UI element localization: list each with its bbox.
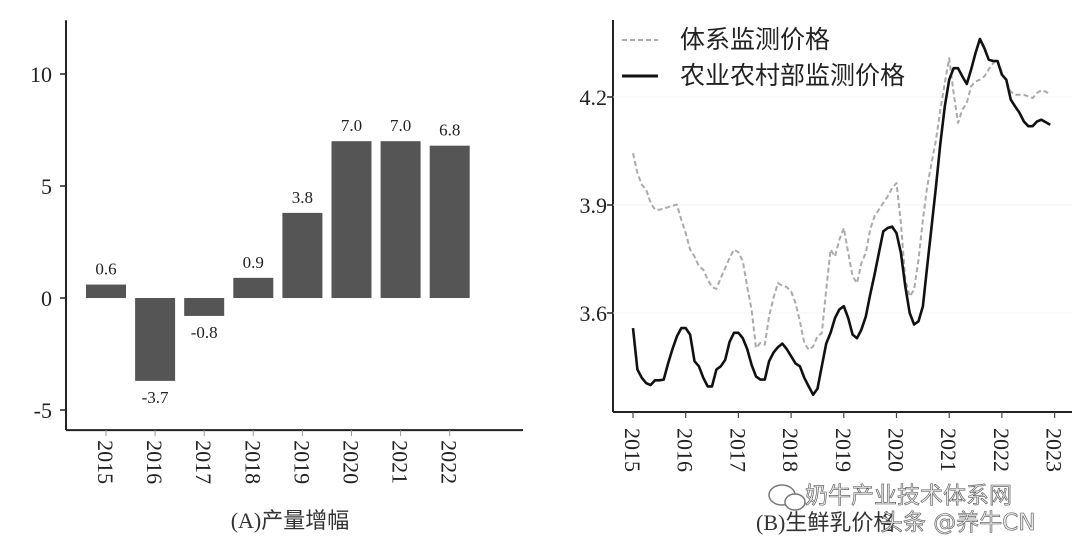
legend-label-1: 体系监测价格 (680, 25, 830, 54)
bar-2019 (282, 212, 323, 298)
x-tick-label: 2022 (437, 440, 462, 484)
bar-2020 (331, 141, 372, 298)
data-label: 0.6 (95, 260, 116, 279)
y-tick-label: 4.2 (580, 85, 608, 110)
y-tick-label: 10 (30, 62, 52, 87)
x-tick-label: 2015 (620, 428, 645, 472)
x-tick-label: 2021 (388, 440, 413, 484)
x-tick-label: 2019 (289, 440, 314, 484)
y-tick-label: 0 (41, 286, 52, 311)
x-tick-label: 2016 (142, 440, 167, 484)
x-tick-label: 2018 (240, 440, 265, 484)
data-label: 6.8 (439, 121, 460, 140)
bar-2022 (429, 145, 470, 298)
y-tick-label: 3.6 (580, 301, 608, 326)
x-tick-label: 2015 (93, 440, 118, 484)
panel-a-bar-chart: -5 0 5 10 0.6 2015 -3.7 2016 -0.8 2017 0.9 2018 3.8 2… (30, 20, 523, 533)
caption: (A)产量增幅 (231, 508, 350, 533)
x-tick-label: 2023 (1042, 428, 1067, 472)
data-label: 7.0 (341, 116, 362, 135)
bar-2021 (380, 141, 421, 298)
watermark-line2: 头条 @养牛CN (880, 510, 1036, 536)
data-label: -3.7 (142, 388, 169, 407)
watermark-line1: 奶牛产业技术体系网 (805, 483, 1012, 509)
wechat-icon (768, 484, 806, 511)
series-line-1 (632, 57, 1051, 351)
x-tick-label: 2016 (673, 428, 698, 472)
data-label: 7.0 (390, 116, 411, 135)
panel-b-line-chart: 3.6 3.9 4.2 2015 2016 2017 2018 2019 2020 2021 202… (580, 20, 1072, 535)
y-tick-label: -5 (34, 398, 52, 423)
x-tick-label: 2020 (339, 440, 364, 484)
x-tick-label: 2021 (936, 428, 961, 472)
data-label: 3.8 (292, 188, 313, 207)
data-label: 0.9 (243, 253, 264, 272)
x-tick-label: 2017 (191, 440, 216, 484)
wechat-bubble (784, 493, 806, 511)
x-tick-label: 2020 (884, 428, 909, 472)
bar-2016 (135, 298, 176, 381)
y-tick-label: 5 (41, 174, 52, 199)
x-tick-label: 2022 (989, 428, 1014, 472)
data-label: -0.8 (191, 323, 218, 342)
bar-2018 (233, 277, 274, 298)
bar-2015 (86, 284, 126, 298)
x-tick-label: 2018 (778, 428, 803, 472)
bar-2017 (184, 298, 225, 316)
y-tick-label: 3.9 (580, 193, 608, 218)
series-line-2 (631, 37, 1051, 396)
x-tick-label: 2017 (725, 428, 750, 472)
x-tick-label: 2019 (831, 428, 856, 472)
legend-label-2: 农业农村部监测价格 (680, 61, 905, 90)
caption: (B)生鲜乳价格 (756, 510, 895, 535)
